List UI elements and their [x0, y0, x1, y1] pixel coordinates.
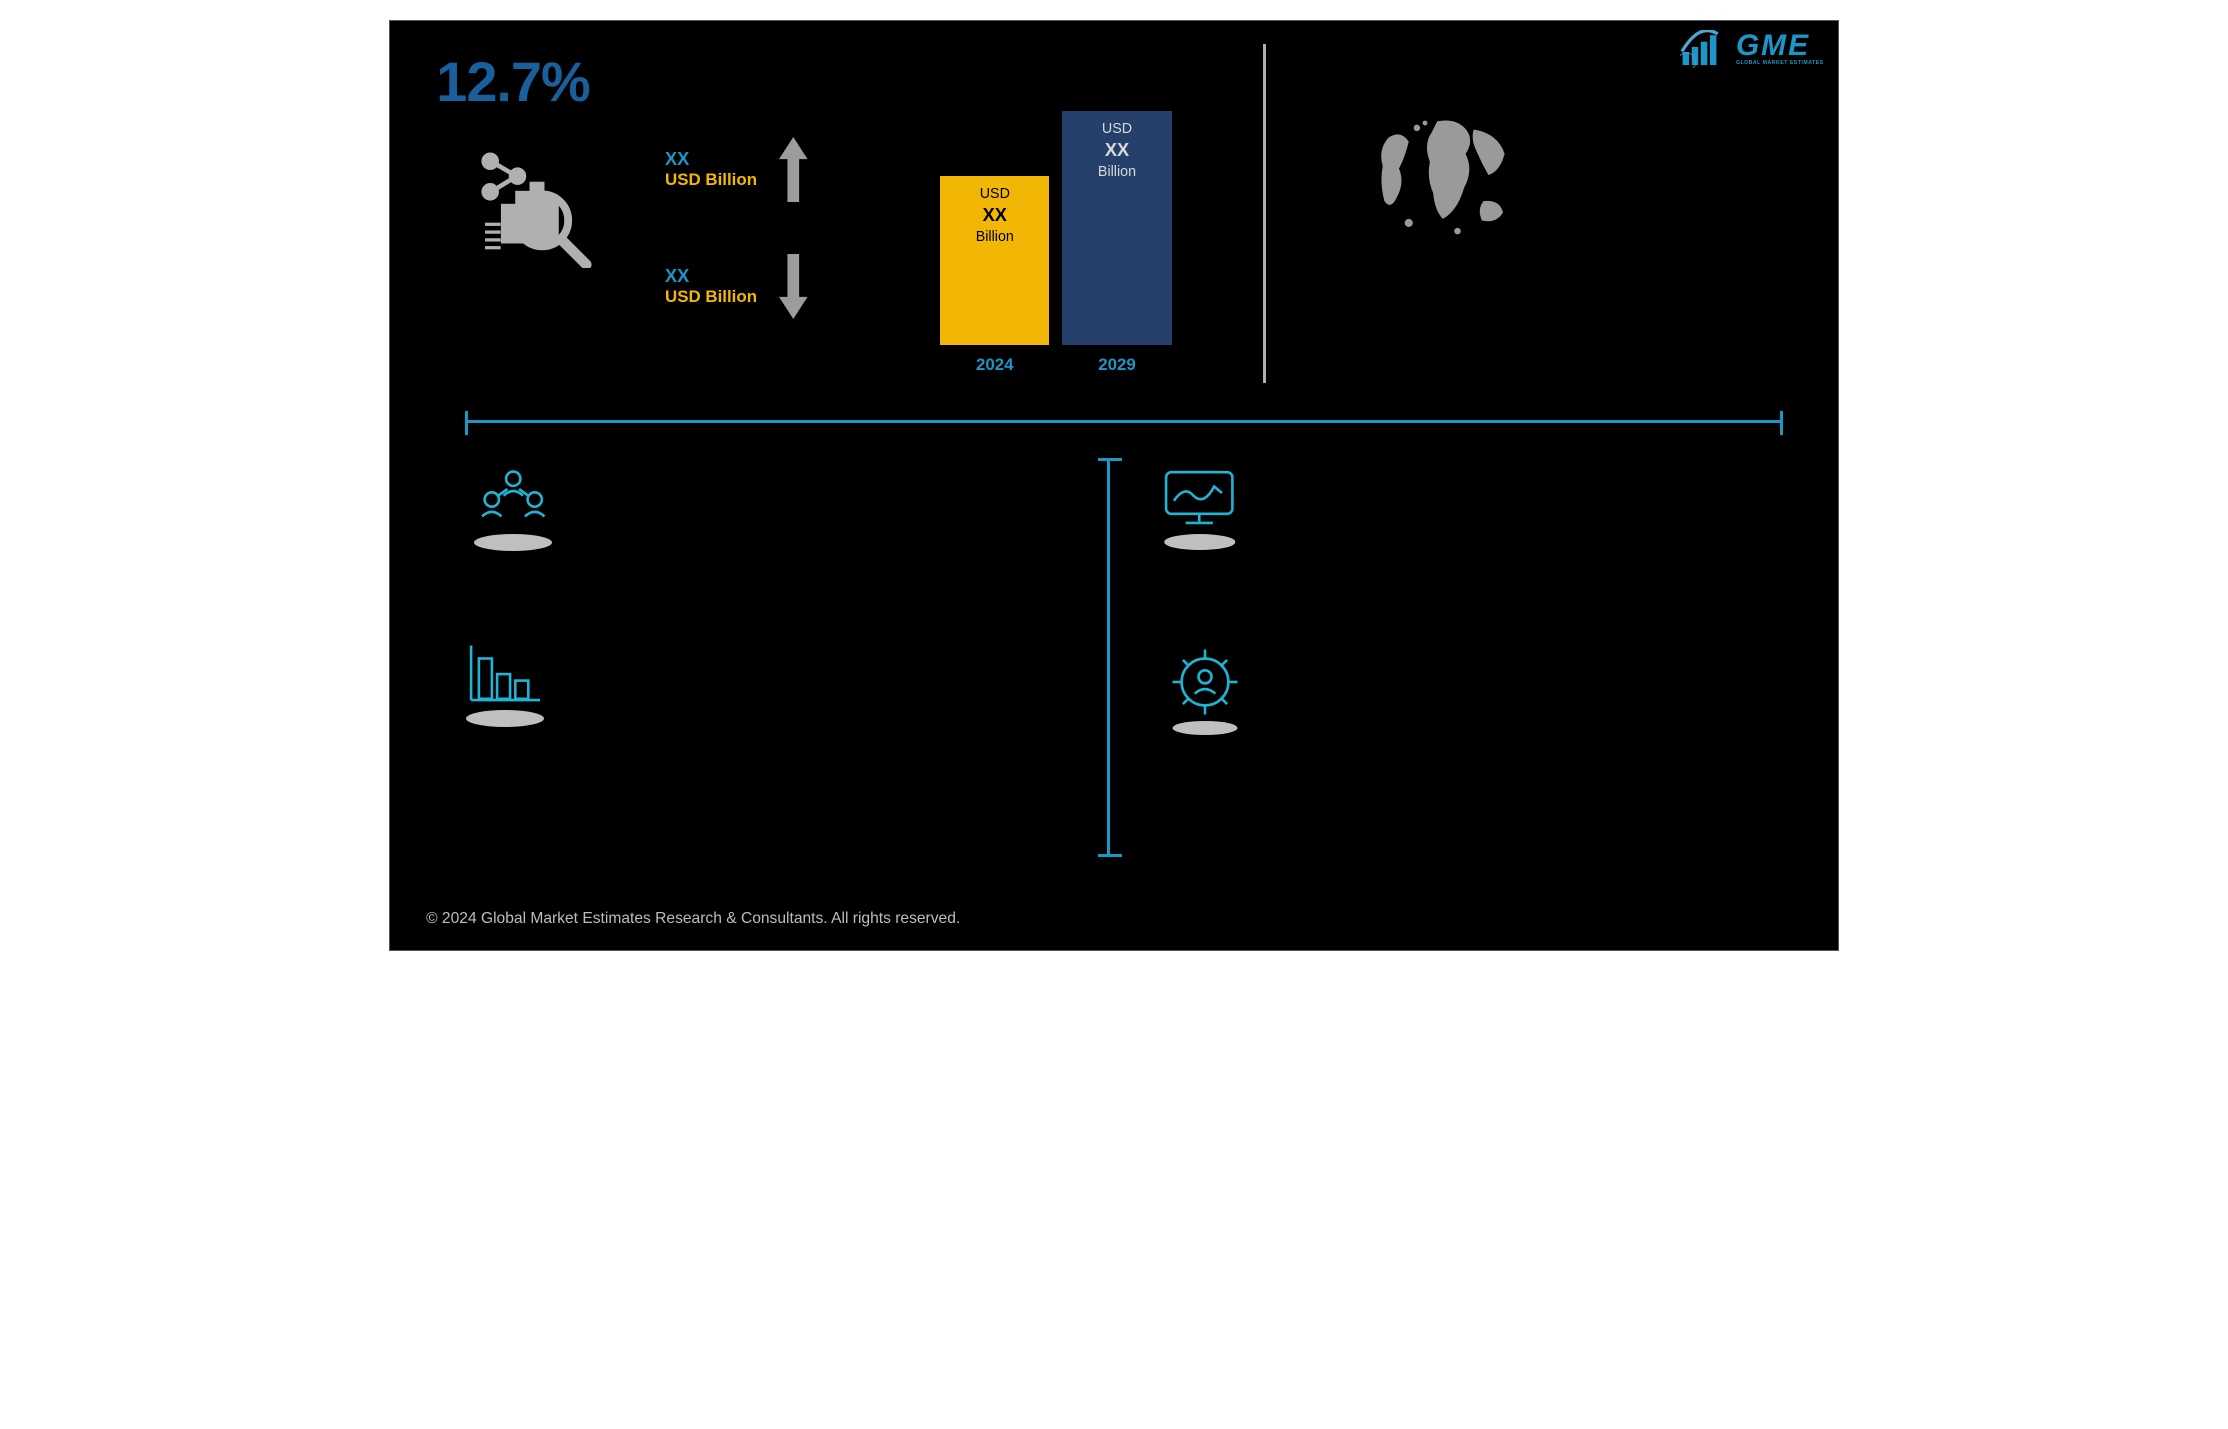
bar-unit: Billion [1098, 164, 1136, 180]
forecast-bar-chart: USD XX Billion USD XX Billion [940, 111, 1171, 345]
arrow-down-icon [779, 254, 808, 319]
chart-bar-2024: USD XX Billion [940, 176, 1049, 345]
segment-bottom-left [462, 639, 547, 716]
chart-year-label: 2024 [940, 355, 1049, 375]
divider-top-vertical [1263, 44, 1266, 383]
copyright-text: © 2024 Global Market Estimates Research … [426, 910, 960, 928]
logo-text-block: GME GLOBAL MARKET ESTIMATES [1736, 33, 1824, 66]
bar-currency: USD [1102, 121, 1132, 137]
analytics-icon [472, 145, 596, 274]
divider-bottom-vertical [1107, 458, 1110, 857]
divider-horizontal [465, 420, 1783, 423]
size-up-value: XX [665, 149, 757, 170]
logo-icon [1680, 30, 1726, 68]
logo-subtext: GLOBAL MARKET ESTIMATES [1736, 60, 1824, 66]
monitor-chart-icon [1157, 467, 1242, 537]
people-icon [471, 467, 556, 537]
chart-bar-2029: USD XX Billion [1062, 111, 1171, 345]
bar-value: XX [1105, 140, 1129, 161]
segment-bottom-right [1166, 643, 1244, 726]
brand-logo: GME GLOBAL MARKET ESTIMATES [1680, 30, 1823, 68]
size-down-unit: USD Billion [665, 287, 757, 307]
infographic-canvas: GME GLOBAL MARKET ESTIMATES 12.7% [390, 21, 1838, 950]
segment-top-right [1157, 467, 1242, 537]
target-user-icon [1166, 643, 1244, 726]
size-up-unit: USD Billion [665, 170, 757, 190]
market-size-block: XX USD Billion XX USD Billion [665, 137, 808, 319]
chart-year-label: 2029 [1062, 355, 1171, 375]
logo-text: GME [1736, 33, 1824, 60]
bar-currency: USD [980, 186, 1010, 202]
arrow-up-icon [779, 137, 808, 202]
size-down-value: XX [665, 266, 757, 287]
bar-chart-icon [462, 639, 547, 716]
market-size-up: XX USD Billion [665, 137, 808, 202]
segment-top-left [471, 467, 556, 537]
bar-unit: Billion [976, 229, 1014, 245]
cagr-headline: 12.7% [436, 49, 589, 114]
infographic-wrapper: GME GLOBAL MARKET ESTIMATES 12.7% [389, 20, 1839, 951]
market-size-down: XX USD Billion [665, 254, 808, 319]
bar-value: XX [983, 205, 1007, 226]
globe-icon [1360, 97, 1523, 265]
